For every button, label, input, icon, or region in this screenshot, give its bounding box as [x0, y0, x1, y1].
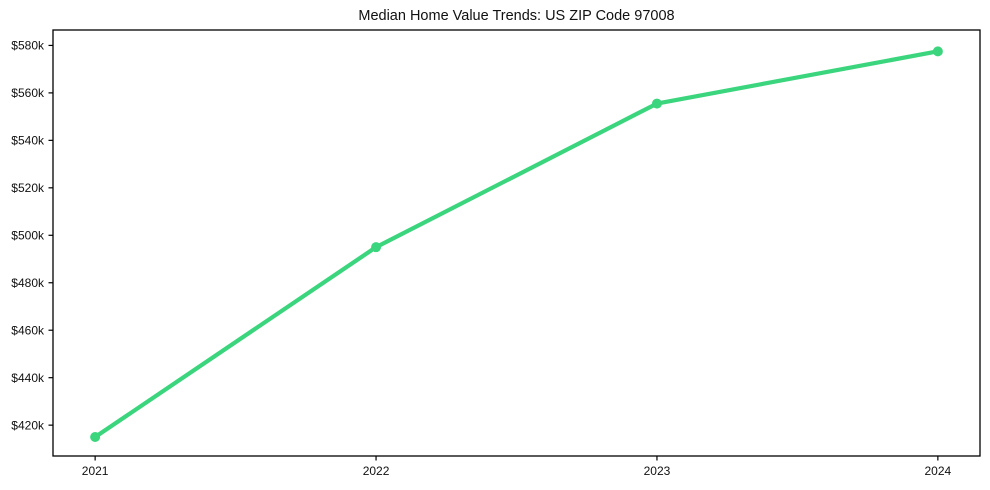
y-tick-label: $440k — [11, 371, 45, 385]
x-tick-label: 2021 — [82, 464, 109, 478]
data-point-marker — [651, 98, 662, 109]
data-point-marker — [90, 432, 101, 443]
axes-frame — [52, 29, 981, 457]
data-point-marker — [371, 242, 382, 253]
y-tick-label: $420k — [11, 418, 45, 432]
y-tick-label: $580k — [11, 39, 45, 53]
y-tick-label: $560k — [11, 86, 45, 100]
data-point-marker — [932, 46, 943, 57]
y-tick-label: $540k — [11, 134, 45, 148]
chart-title: Median Home Value Trends: US ZIP Code 97… — [358, 8, 675, 24]
y-tick-label: $480k — [11, 276, 45, 290]
x-tick-label: 2023 — [644, 464, 671, 478]
x-tick-label: 2022 — [363, 464, 390, 478]
x-tick-label: 2024 — [925, 464, 952, 478]
y-tick-label: $500k — [11, 228, 45, 242]
y-tick-label: $520k — [11, 181, 45, 195]
trend-line — [93, 49, 940, 440]
y-tick-label: $460k — [11, 323, 45, 337]
